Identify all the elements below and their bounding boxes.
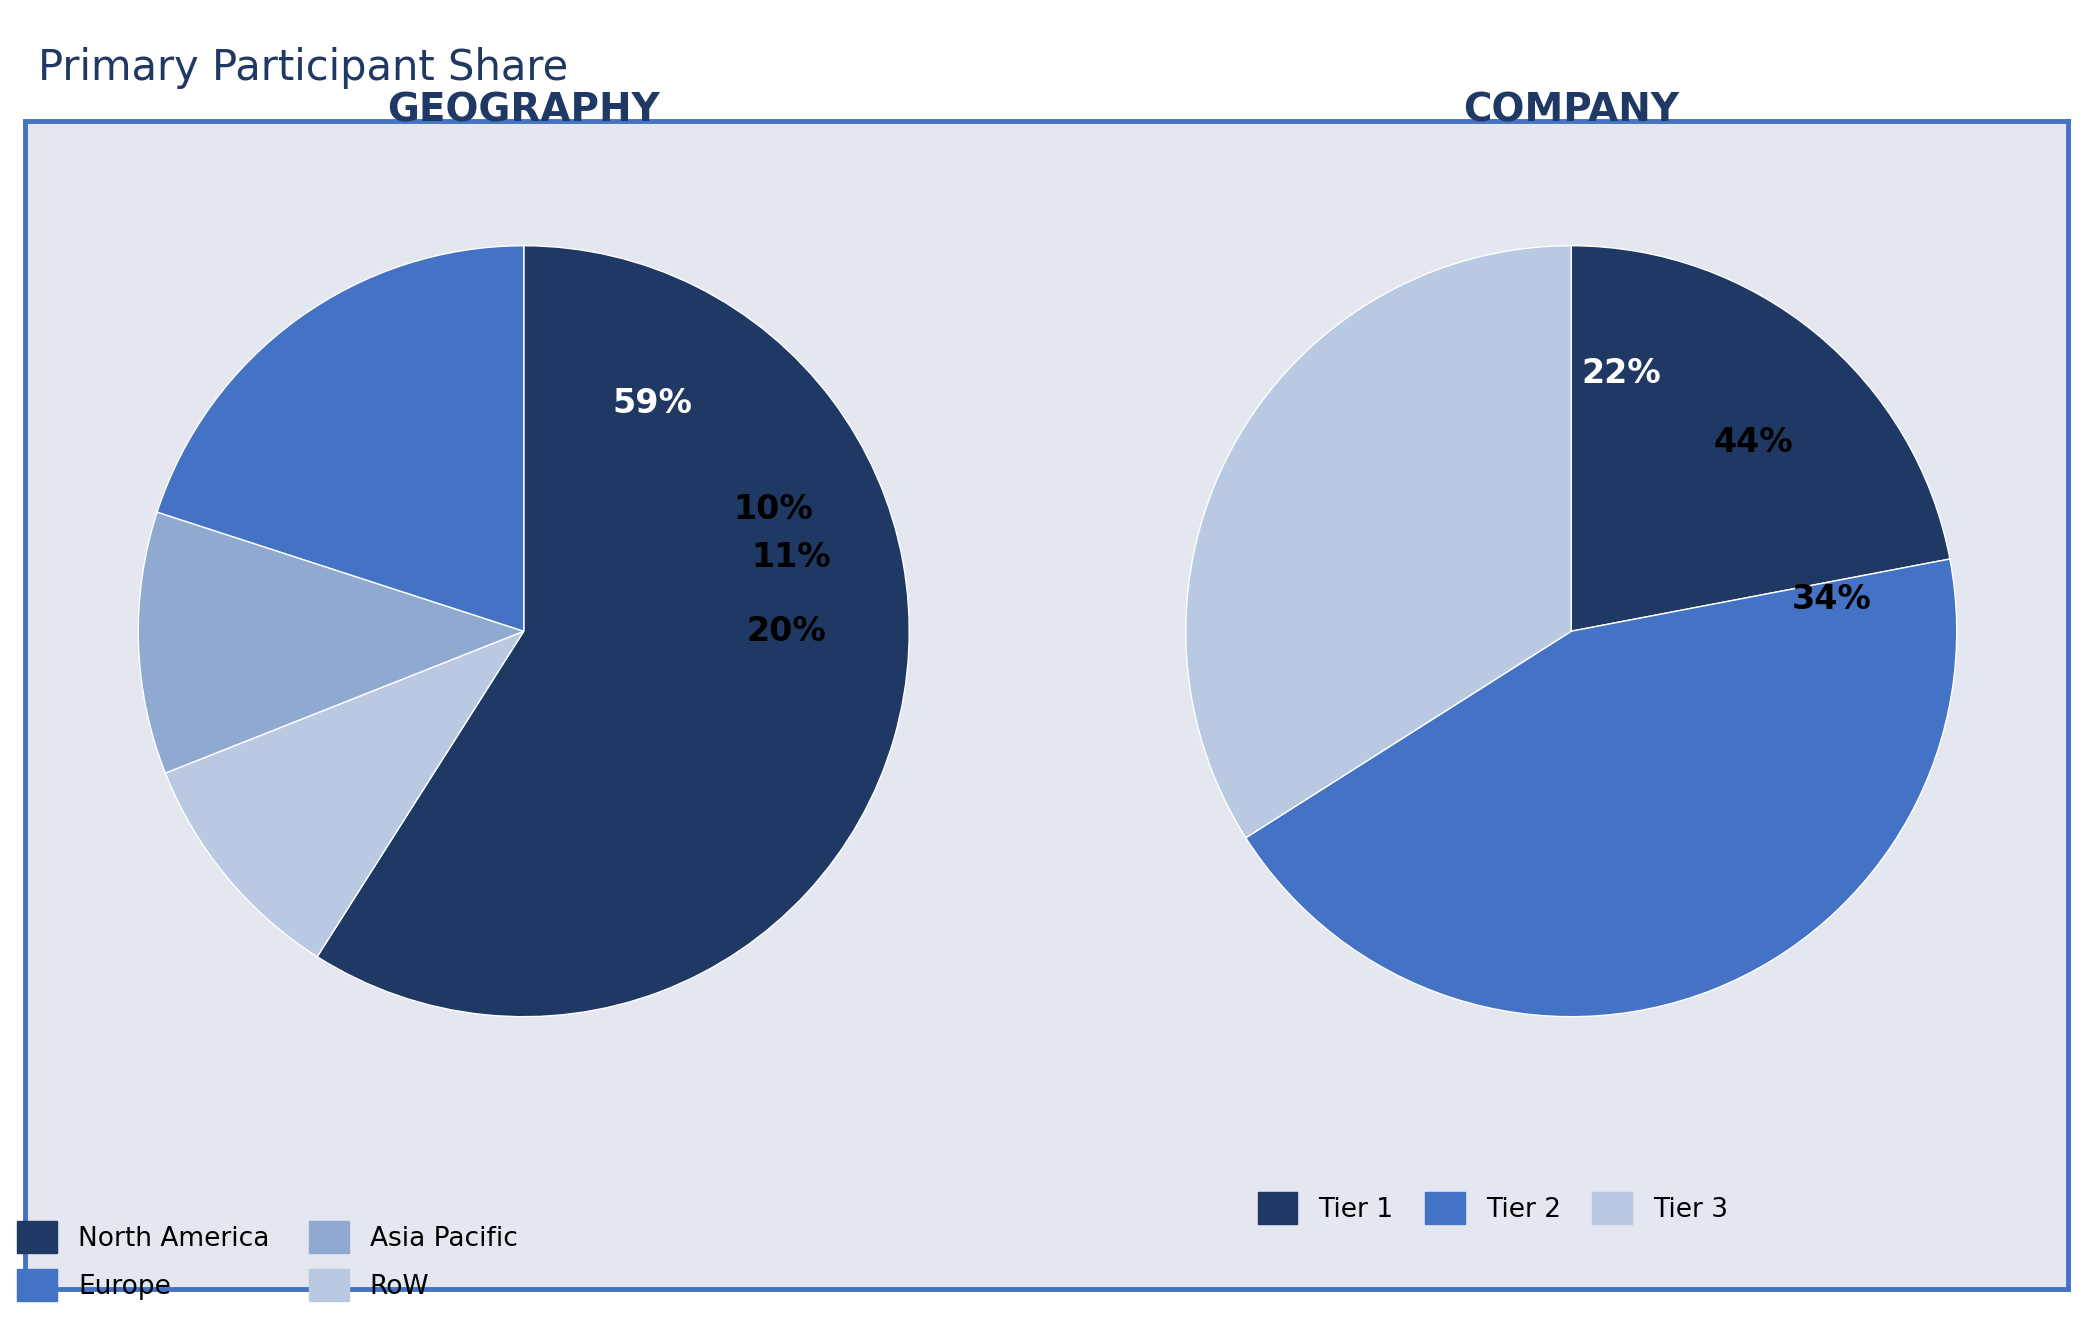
Wedge shape [138, 512, 524, 774]
Text: Primary Participant Share: Primary Participant Share [38, 47, 568, 89]
Wedge shape [157, 246, 524, 631]
Wedge shape [1186, 246, 1571, 838]
Wedge shape [1247, 559, 1957, 1017]
Legend: North America, Europe, Asia Pacific, RoW: North America, Europe, Asia Pacific, RoW [6, 1210, 528, 1312]
Text: 59%: 59% [614, 387, 693, 419]
Wedge shape [1571, 246, 1950, 631]
Text: 22%: 22% [1582, 357, 1661, 391]
Wedge shape [316, 246, 909, 1017]
Title: GEOGRAPHY: GEOGRAPHY [388, 91, 660, 129]
Text: 34%: 34% [1791, 583, 1871, 615]
Text: 20%: 20% [746, 615, 825, 647]
Legend: Tier 1, Tier 2, Tier 3: Tier 1, Tier 2, Tier 3 [1247, 1182, 1739, 1234]
Text: 11%: 11% [752, 540, 832, 573]
Title: COMPANY: COMPANY [1462, 91, 1680, 129]
Text: 10%: 10% [733, 493, 813, 526]
Text: 44%: 44% [1714, 426, 1793, 459]
Wedge shape [166, 631, 524, 956]
